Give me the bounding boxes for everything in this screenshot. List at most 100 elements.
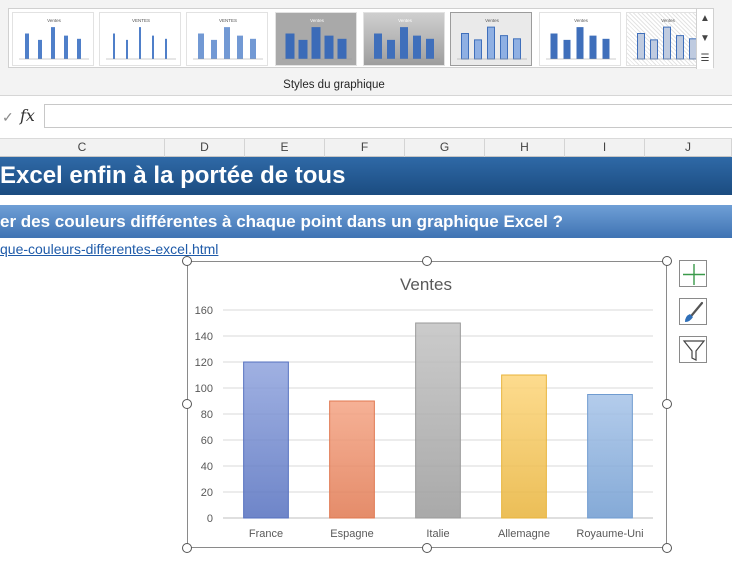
y-tick-label: 80	[201, 409, 213, 421]
chart-style-5[interactable]: Ventes	[363, 12, 445, 66]
y-tick-label: 140	[195, 331, 213, 343]
thumbnail-bar	[374, 33, 382, 59]
resize-handle-right[interactable]	[662, 399, 672, 409]
sheet-banner-subtitle[interactable]: er des couleurs différentes à chaque poi…	[0, 205, 732, 238]
chart-style-preview: Ventes	[370, 18, 440, 60]
gallery-scroll-up-button[interactable]: ▲	[696, 9, 713, 29]
bar-allemagne[interactable]	[501, 374, 547, 519]
thumbnail-bar	[285, 33, 295, 59]
resize-handle-bottom-left[interactable]	[182, 543, 192, 553]
bar-chart[interactable]: Ventes 0 20 40 60 80 100 120 140 160 France Espagne…	[187, 261, 667, 548]
column-header-g[interactable]: G	[405, 139, 485, 157]
chart-style-4[interactable]: Ventes	[275, 12, 357, 66]
bar-espagne[interactable]	[329, 400, 375, 519]
bar-royaume-uni[interactable]	[587, 394, 633, 519]
thumbnail-bar	[576, 27, 584, 59]
chart-style-3[interactable]: VENTES	[186, 12, 268, 66]
thumbnail-bar	[165, 38, 167, 59]
thumbnail-bar	[337, 38, 347, 59]
sheet-banner-title[interactable]: Excel enfin à la portée de tous	[0, 157, 732, 195]
chart-style-preview: Ventes	[282, 18, 352, 60]
insert-function-button[interactable]: fx	[20, 106, 35, 125]
chart-style-preview: VENTES	[106, 18, 176, 60]
y-tick-label: 120	[195, 357, 213, 369]
thumbnail-bar	[64, 35, 68, 59]
chart-style-7[interactable]: Ventes	[539, 12, 621, 66]
thumbnail-title: VENTES	[132, 18, 150, 23]
enter-icon[interactable]: ✓	[2, 109, 14, 125]
thumbnail-bar	[38, 39, 42, 59]
x-tick-label: Allemagne	[498, 528, 550, 540]
thumbnail-title: VENTES	[219, 18, 237, 23]
resize-handle-top[interactable]	[422, 256, 432, 266]
gallery-more-button[interactable]: ☰	[696, 49, 713, 69]
column-header-d[interactable]: D	[165, 139, 245, 157]
x-tick-label: Italie	[426, 528, 449, 540]
chart-elements-button[interactable]	[679, 260, 707, 287]
column-header-i[interactable]: I	[565, 139, 645, 157]
y-tick-label: 40	[201, 461, 213, 473]
chart-title[interactable]: Ventes	[400, 275, 452, 294]
resize-handle-bottom[interactable]	[422, 543, 432, 553]
column-header-h[interactable]: H	[485, 139, 565, 157]
thumbnail-bar	[461, 33, 469, 60]
plus-icon	[683, 264, 705, 285]
chart-style-preview: Ventes	[546, 18, 616, 60]
x-tick-label: Royaume-Uni	[576, 528, 643, 540]
chart-styles-gallery: Ventes VENTES VENTES Ventes Ventes Vente…	[8, 8, 714, 69]
column-header-c[interactable]: C	[0, 139, 165, 157]
y-tick-label: 160	[195, 305, 213, 317]
thumbnail-bar	[139, 27, 141, 59]
thumbnail-bar	[563, 39, 571, 59]
column-header-j[interactable]: J	[645, 139, 732, 157]
bar-france[interactable]	[243, 361, 289, 519]
formula-bar: ✓ fx	[0, 97, 732, 139]
chart-style-2[interactable]: VENTES	[99, 12, 181, 66]
chart-style-preview: Ventes	[633, 18, 703, 60]
thumbnail-title: Ventes	[398, 18, 413, 23]
chart-style-6[interactable]: Ventes	[450, 12, 532, 66]
thumbnail-bar	[676, 35, 684, 60]
thumbnail-bar	[113, 33, 115, 59]
column-header-e[interactable]: E	[245, 139, 325, 157]
column-header-f[interactable]: F	[325, 139, 405, 157]
thumbnail-bar	[298, 39, 308, 59]
chart-style-preview: Ventes	[19, 18, 89, 60]
thumbnail-bar	[500, 35, 508, 60]
column-headers: C D E F G H I J	[0, 139, 732, 157]
thumbnail-bar	[650, 39, 658, 60]
gallery-scroll-down-button[interactable]: ▼	[696, 29, 713, 49]
thumbnail-bar	[198, 33, 204, 59]
article-link[interactable]: que-couleurs-differentes-excel.html	[0, 241, 219, 257]
chart-style-8[interactable]: Ventes	[626, 12, 708, 66]
chart-filters-button[interactable]	[679, 336, 707, 363]
thumbnail-bar	[77, 38, 81, 59]
x-tick-label: France	[249, 528, 283, 540]
thumbnail-bar	[487, 26, 495, 60]
thumbnail-bar	[51, 27, 55, 59]
resize-handle-bottom-right[interactable]	[662, 543, 672, 553]
formula-input[interactable]	[44, 104, 732, 128]
y-tick-label: 20	[201, 487, 213, 499]
resize-handle-top-left[interactable]	[182, 256, 192, 266]
chart-style-1[interactable]: Ventes	[12, 12, 94, 66]
thumbnail-bar	[311, 27, 321, 59]
thumbnail-bar	[550, 33, 558, 59]
thumbnail-bar	[474, 39, 482, 60]
thumbnail-bar	[25, 33, 29, 59]
ribbon-group-label: Styles du graphique	[283, 79, 385, 91]
x-tick-label: Espagne	[330, 528, 373, 540]
resize-handle-left[interactable]	[182, 399, 192, 409]
thumbnail-title: Ventes	[310, 18, 325, 23]
thumbnail-title: Ventes	[47, 18, 62, 23]
thumbnail-bar	[637, 33, 645, 60]
ribbon: Ventes VENTES VENTES Ventes Ventes Vente…	[0, 0, 732, 96]
thumbnail-bar	[589, 35, 597, 59]
chart-style-preview: Ventes	[457, 18, 527, 60]
chart-styles-button[interactable]	[679, 298, 707, 325]
thumbnail-bar	[126, 39, 128, 59]
chart-style-preview: VENTES	[193, 18, 263, 60]
resize-handle-top-right[interactable]	[662, 256, 672, 266]
thumbnail-bar	[224, 27, 230, 59]
bar-italie[interactable]	[415, 322, 461, 519]
